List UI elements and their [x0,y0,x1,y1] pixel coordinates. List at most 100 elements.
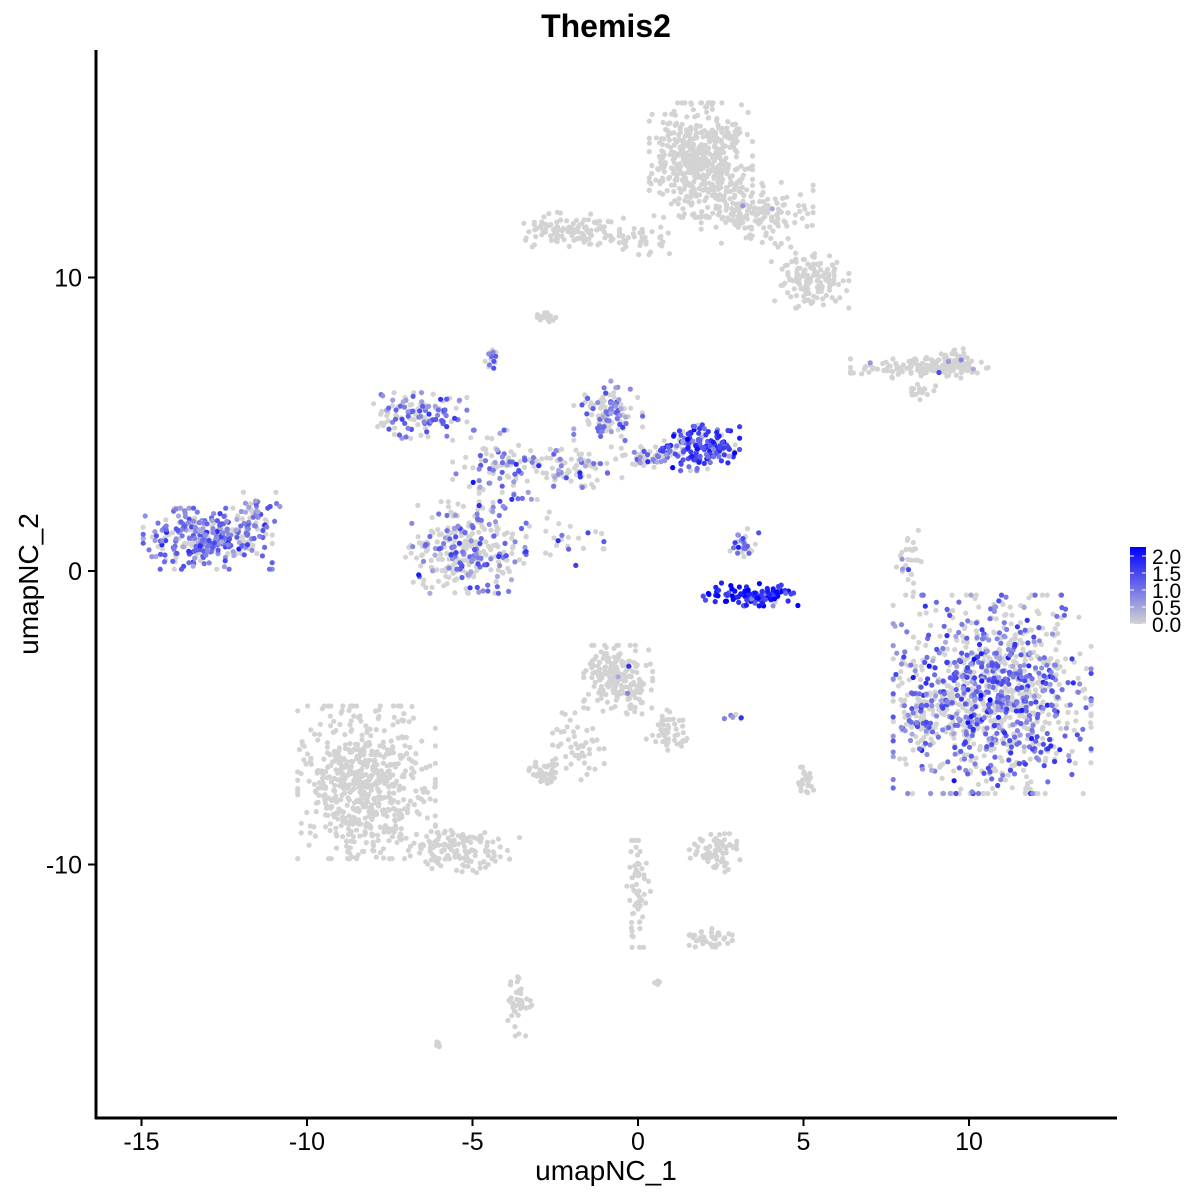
data-point [977,747,983,753]
data-point [368,773,374,780]
data-point [452,530,458,536]
data-point [438,499,444,505]
data-point [697,123,704,129]
data-point [740,203,746,209]
data-point [435,829,441,836]
data-point [453,405,459,411]
data-point [350,816,356,822]
data-point [1041,655,1047,661]
data-point [1065,709,1071,716]
data-point [1053,750,1059,757]
data-point [608,238,614,244]
data-point [806,775,813,781]
data-point [944,373,950,379]
data-point [380,393,386,399]
data-point [795,602,801,609]
data-point [649,111,655,117]
data-point [197,543,203,549]
data-point [480,588,486,594]
data-point [965,687,971,693]
data-point [712,599,718,605]
data-point [630,934,636,940]
data-point [636,676,642,682]
data-point [907,737,914,744]
data-point [890,754,896,760]
data-point [692,114,698,120]
data-point [534,314,540,320]
data-point [931,724,937,731]
data-point [947,692,953,698]
data-point [332,782,338,789]
data-point [995,782,1001,789]
data-point [709,127,715,133]
data-point [476,478,482,484]
data-point [735,544,742,550]
data-point [312,731,318,737]
data-point [608,705,614,711]
data-point [349,854,355,860]
data-point [413,751,419,757]
data-point [218,539,224,545]
data-point [638,897,644,903]
data-point [1055,621,1061,627]
data-point [392,764,398,770]
data-point [490,849,496,855]
data-point [231,552,237,559]
data-point [633,664,639,670]
data-point [373,727,379,733]
data-point [965,720,971,726]
data-point [337,721,343,728]
data-point [902,697,908,703]
data-point [546,211,552,217]
data-point [584,227,590,233]
data-point [495,543,501,550]
data-point [604,470,611,476]
data-point [389,403,395,409]
data-point [1017,668,1023,674]
data-point [981,770,987,776]
data-point [715,212,721,218]
data-point [379,795,385,802]
data-point [350,781,356,787]
data-point [613,456,619,462]
data-point [581,753,587,759]
data-point [528,496,535,502]
data-point [796,780,802,786]
data-point [653,444,659,450]
data-point [531,463,537,469]
data-point [846,305,852,311]
data-point [338,823,344,829]
data-point [983,668,990,674]
data-point [660,448,666,454]
data-point [697,453,703,459]
data-point [1001,620,1007,626]
data-point [149,534,156,540]
data-point [660,155,666,161]
data-point [355,852,361,858]
data-point [500,503,506,509]
data-point [712,154,718,161]
data-point [1021,744,1027,750]
data-point [981,715,987,721]
data-point [639,234,645,241]
data-point [583,236,589,243]
data-point [192,524,198,531]
data-point [333,727,339,734]
data-point [667,120,673,126]
data-point [630,874,636,881]
data-point [347,741,353,747]
data-point [601,746,607,752]
data-point [613,664,619,670]
data-point [1002,777,1009,783]
data-point [380,422,386,429]
data-point [493,579,499,585]
data-point [651,213,657,219]
data-point [334,833,340,839]
data-point [890,785,896,791]
data-point [262,544,268,551]
data-point [1021,714,1027,720]
data-point [793,293,800,299]
data-point [1042,719,1048,725]
data-point [744,208,751,214]
data-point [1036,611,1042,617]
